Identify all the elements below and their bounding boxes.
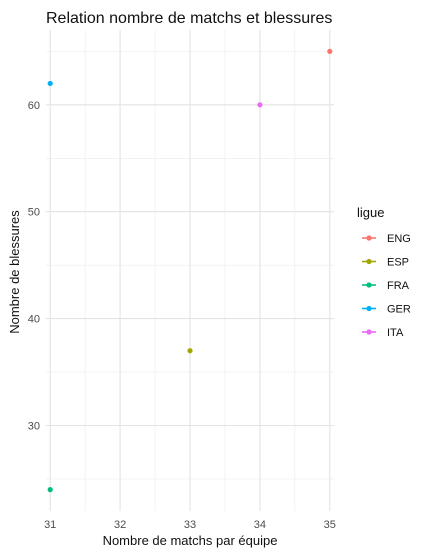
y-axis-title: Nombre de blessures (7, 210, 22, 334)
y-tick-label: 40 (28, 314, 40, 326)
legend-item-eng: ENG (362, 233, 411, 245)
legend-item-ger: GER (362, 304, 411, 316)
legend-key-point (366, 306, 371, 311)
x-tick-label: 34 (254, 519, 266, 531)
legend-label: FRA (387, 280, 410, 292)
x-tick-label: 35 (324, 519, 336, 531)
legend-key-point (366, 259, 371, 264)
legend-item-fra: FRA (362, 280, 410, 292)
data-point-ita (257, 102, 262, 107)
data-point-eng (327, 49, 332, 54)
legend-label: ITA (387, 327, 404, 339)
legend-label: ESP (387, 257, 409, 269)
legend-items: ENG ESP FRA GER ITA (362, 233, 411, 339)
x-axis-ticks: 31 32 33 34 35 (44, 519, 336, 531)
x-tick-label: 31 (44, 519, 56, 531)
y-axis-ticks: 30 40 50 60 (28, 100, 40, 433)
legend-label: ENG (387, 233, 411, 245)
y-tick-label: 30 (28, 420, 40, 432)
legend-item-ita: ITA (362, 327, 404, 339)
legend-key-point (366, 329, 371, 334)
legend-key-point (366, 282, 371, 287)
y-tick-label: 50 (28, 207, 40, 219)
legend-label: GER (387, 304, 411, 316)
data-point-esp (187, 348, 192, 353)
data-point-ger (48, 81, 53, 86)
legend-key-point (366, 235, 371, 240)
legend-title: ligue (357, 205, 384, 220)
chart-title: Relation nombre de matchs et blessures (46, 10, 332, 27)
legend: ligue ENG ESP FRA GER ITA (357, 205, 411, 339)
legend-item-esp: ESP (362, 257, 409, 269)
y-tick-label: 60 (28, 100, 40, 112)
grid-lines (46, 30, 334, 511)
x-tick-label: 33 (184, 519, 196, 531)
x-tick-label: 32 (114, 519, 126, 531)
x-axis-title: Nombre de matchs par équipe (103, 533, 278, 548)
data-point-fra (48, 487, 53, 492)
